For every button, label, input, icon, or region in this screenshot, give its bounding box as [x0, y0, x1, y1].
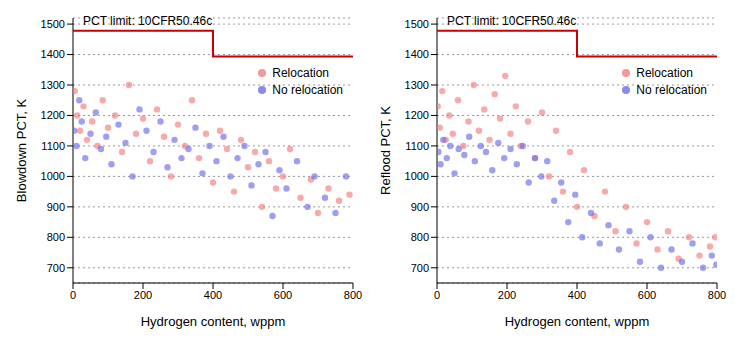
svg-text:700: 700 — [47, 262, 65, 274]
svg-text:800: 800 — [411, 231, 429, 243]
svg-text:400: 400 — [204, 289, 222, 301]
html-text:PCT limit: 10CFR50.46c: PCT limit: 10CFR50.46c — [83, 14, 213, 28]
svg-text:800: 800 — [344, 289, 362, 301]
svg-text:200: 200 — [498, 289, 516, 301]
svg-text:Hydrogen content, wppm: Hydrogen content, wppm — [141, 314, 286, 329]
svg-text:800: 800 — [47, 231, 65, 243]
html-text:No relocation: No relocation — [636, 83, 707, 97]
svg-text:700: 700 — [411, 262, 429, 274]
svg-text:900: 900 — [411, 201, 429, 213]
svg-text:1200: 1200 — [405, 109, 429, 121]
svg-text:400: 400 — [568, 289, 586, 301]
svg-text:0: 0 — [70, 289, 76, 301]
svg-text:1100: 1100 — [405, 140, 429, 152]
svg-text:1300: 1300 — [405, 79, 429, 91]
svg-text:1000: 1000 — [405, 170, 429, 182]
svg-text:1400: 1400 — [41, 48, 65, 60]
svg-text:200: 200 — [134, 289, 152, 301]
svg-text:1100: 1100 — [41, 140, 65, 152]
svg-text:1400: 1400 — [405, 48, 429, 60]
svg-text:1500: 1500 — [405, 18, 429, 30]
html-text:No relocation: No relocation — [272, 83, 343, 97]
svg-text:1000: 1000 — [41, 170, 65, 182]
svg-text:900: 900 — [47, 201, 65, 213]
svg-text:1200: 1200 — [41, 109, 65, 121]
svg-text:0: 0 — [434, 289, 440, 301]
html-text:PCT limit: 10CFR50.46c: PCT limit: 10CFR50.46c — [447, 14, 577, 28]
svg-text:Blowdown PCT, K: Blowdown PCT, K — [14, 99, 29, 203]
html-text:Relocation: Relocation — [636, 66, 693, 80]
svg-text:1300: 1300 — [41, 79, 65, 91]
svg-text:600: 600 — [274, 289, 292, 301]
svg-text:1500: 1500 — [41, 18, 65, 30]
html-text:Relocation: Relocation — [272, 66, 329, 80]
svg-text:Hydrogen content, wppm: Hydrogen content, wppm — [505, 314, 650, 329]
svg-text:800: 800 — [708, 289, 726, 301]
svg-text:Reflood PCT, K: Reflood PCT, K — [378, 106, 393, 195]
svg-text:600: 600 — [638, 289, 656, 301]
